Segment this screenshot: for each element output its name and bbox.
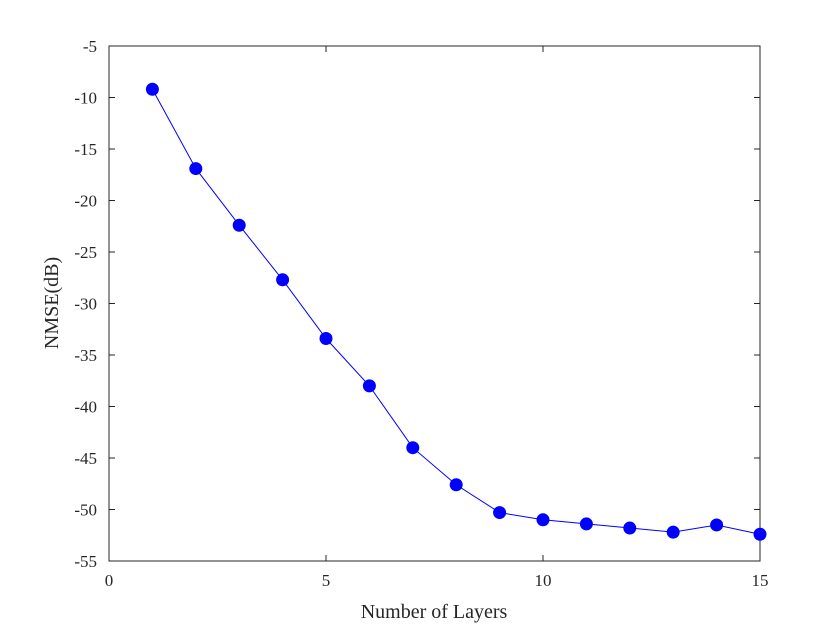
x-tick-label: 5: [322, 571, 331, 590]
plot-area: [108, 45, 761, 562]
data-point: [189, 162, 203, 176]
data-point: [623, 521, 637, 535]
x-tick-label: 0: [105, 571, 114, 590]
y-tick-label: -10: [74, 89, 97, 108]
data-point: [449, 478, 463, 492]
y-tick-label: -40: [74, 398, 97, 417]
y-tick-label: -30: [74, 295, 97, 314]
y-axis-title: NMSE(dB): [41, 257, 63, 349]
y-tick-label: -25: [74, 243, 97, 262]
data-point: [579, 517, 593, 531]
data-point: [710, 518, 724, 532]
y-tick-label: -20: [74, 192, 97, 211]
data-point: [319, 332, 333, 346]
x-tick-label: 10: [535, 571, 552, 590]
data-point: [362, 379, 376, 393]
data-point: [232, 218, 246, 232]
x-axis-ticks: 0 5 10 15: [105, 46, 769, 590]
data-point: [145, 82, 159, 96]
y-tick-label: -45: [74, 449, 97, 468]
data-point: [753, 527, 767, 541]
data-point: [406, 441, 420, 455]
series-layer: [145, 82, 767, 541]
axes-box: [108, 45, 761, 562]
y-tick-label: -5: [83, 37, 97, 56]
y-tick-label: -35: [74, 346, 97, 365]
data-point: [276, 273, 290, 287]
y-axis-ticks: -5 -10 -15 -20 -25 -30 -35 -40 -45 -50 -55: [74, 37, 760, 571]
data-point: [493, 506, 507, 520]
data-point: [536, 513, 550, 527]
data-point: [666, 525, 680, 539]
y-tick-label: -55: [74, 552, 97, 571]
x-axis-title: Number of Layers: [361, 601, 508, 623]
x-tick-label: 15: [752, 571, 769, 590]
y-tick-label: -50: [74, 501, 97, 520]
y-tick-label: -15: [74, 140, 97, 159]
